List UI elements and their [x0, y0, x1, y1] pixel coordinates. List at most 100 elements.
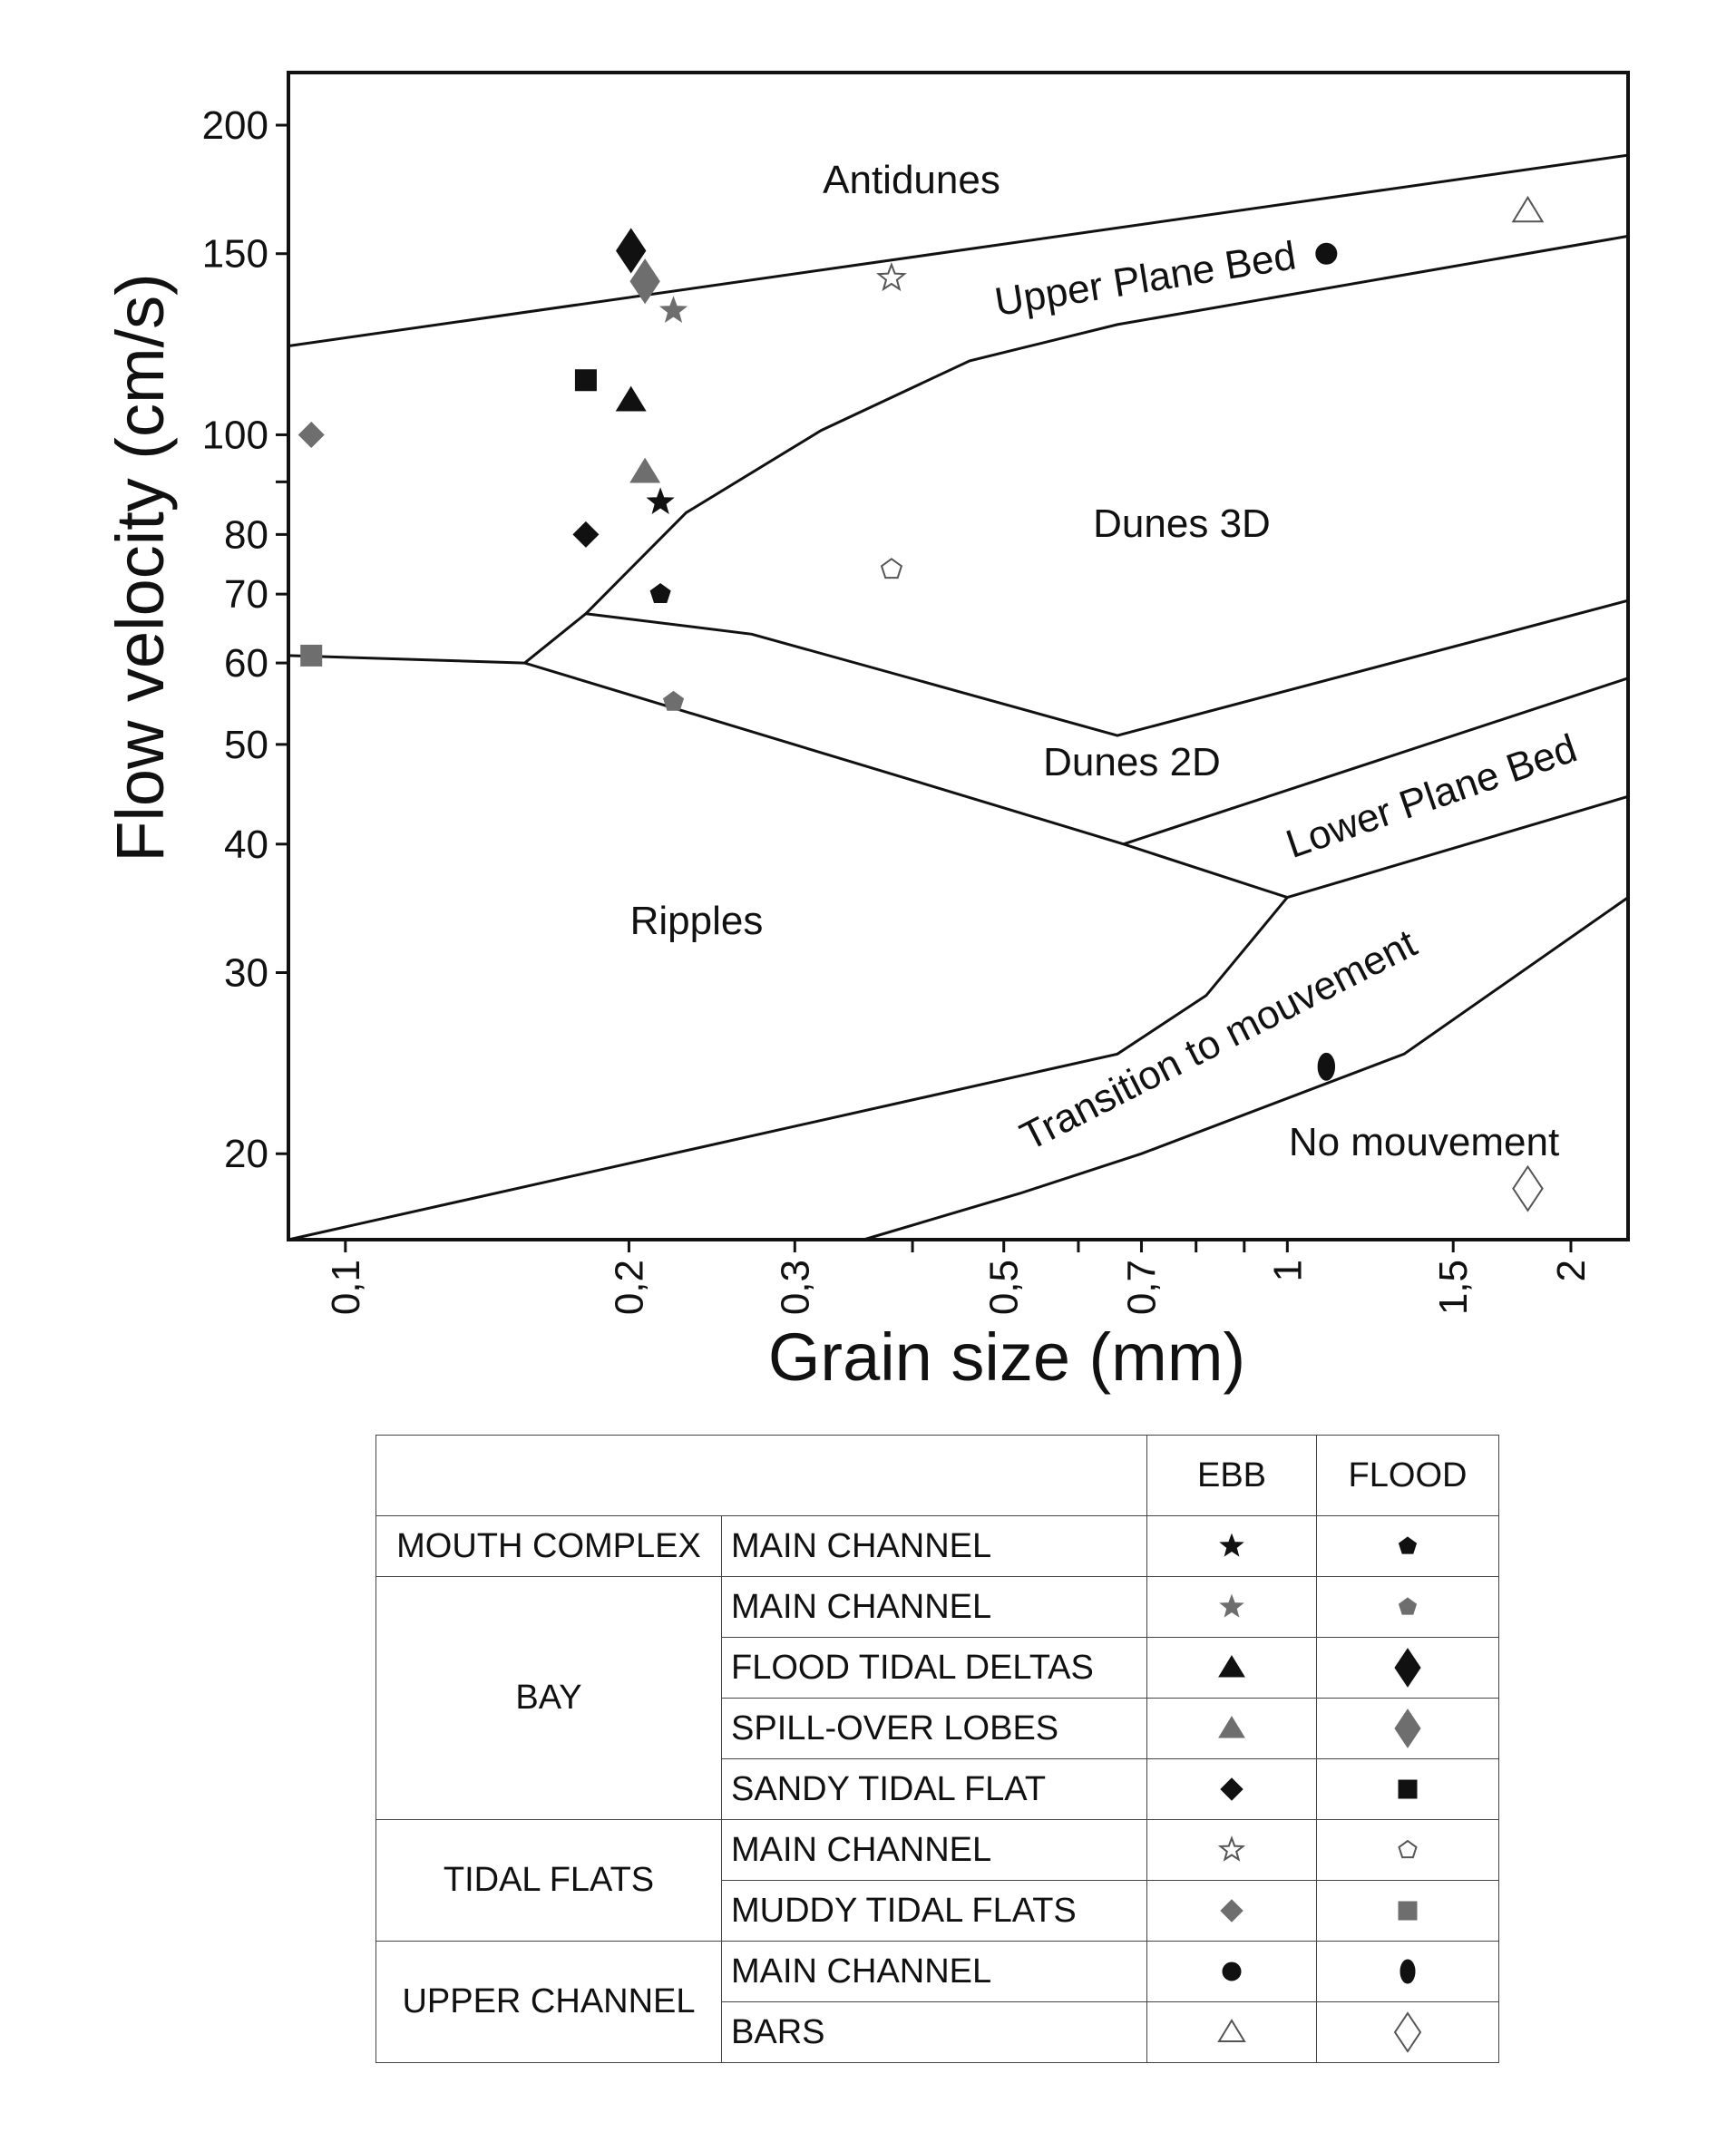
- data-point-square-marker: [574, 369, 597, 392]
- legend-pentagon-marker: [1398, 1597, 1418, 1615]
- legend-sub-label: SPILL-OVER LOBES: [721, 1698, 1147, 1759]
- x-tick-label: 1: [1265, 1260, 1310, 1281]
- x-tick-label: 0,3: [773, 1260, 817, 1315]
- legend-sub-label: SANDY TIDAL FLAT: [721, 1758, 1147, 1820]
- x-tick-label: 0,5: [982, 1260, 1027, 1315]
- y-tick-label: 50: [224, 723, 268, 767]
- legend-pentagon-marker: [1398, 1536, 1418, 1554]
- region-label-upper-plane-bed: Upper Plane Bed: [991, 233, 1299, 325]
- legend-symbol-svg: [1220, 1777, 1243, 1801]
- legend-diamond-big-marker: [1393, 2011, 1422, 2053]
- data-point-pentagon-marker: [649, 582, 671, 603]
- legend-row: MOUTH COMPLEX MAIN CHANNEL: [375, 1515, 1499, 1577]
- legend-symbol-svg: [1398, 1597, 1418, 1615]
- legend-env-bay: BAY: [375, 1576, 722, 1820]
- legend-flood-symbol: [1316, 1576, 1499, 1638]
- y-tick-label: 20: [224, 1132, 268, 1176]
- y-tick-label: 60: [224, 641, 268, 686]
- legend-ebb-symbol: [1146, 1515, 1317, 1577]
- legend-env-tidal-flats: TIDAL FLATS: [375, 1819, 722, 1942]
- y-tick-label: 100: [202, 413, 268, 457]
- legend-flood-symbol: [1316, 1880, 1499, 1942]
- y-tick-label: 40: [224, 823, 268, 867]
- data-point-star-marker: [658, 296, 688, 323]
- legend-ebb-symbol: [1146, 1637, 1317, 1699]
- legend-row: SPILL-OVER LOBES: [376, 1698, 1499, 1759]
- legend-symbol-svg: [1398, 1779, 1418, 1799]
- x-tick-label: 0,2: [607, 1260, 651, 1315]
- bedform-phase-diagram: Antidunes Upper Plane Bed Dunes 3D Dunes…: [102, 71, 1630, 1395]
- legend-row: TIDAL FLATS MAIN CHANNEL: [375, 1819, 1499, 1942]
- data-point-diamond-big-marker: [629, 258, 660, 305]
- legend-header-row: EBB FLOOD: [375, 1435, 1499, 1516]
- legend-sub-label: MAIN CHANNEL: [721, 1819, 1147, 1881]
- data-point-triangle-marker: [615, 385, 647, 412]
- legend-symbol-svg: [1219, 1533, 1244, 1557]
- legend-table: EBB FLOOD MOUTH COMPLEX MAIN CHANNEL BAY…: [375, 1435, 1499, 2063]
- boundary-dunes-3d-dunes-2d: [585, 599, 1629, 737]
- legend-row: SANDY TIDAL FLAT: [376, 1758, 1499, 1820]
- data-point-triangle-marker: [629, 457, 661, 483]
- legend-diamond-marker: [1220, 1777, 1243, 1801]
- legend-ebb-symbol: [1146, 1698, 1317, 1759]
- legend-ebb-symbol: [1146, 1941, 1317, 2002]
- legend-symbol-svg: [1398, 1536, 1418, 1554]
- boundary-dunes-2d-lower-plane-bed: [1123, 677, 1629, 846]
- legend-sub-label: MAIN CHANNEL: [721, 1515, 1147, 1577]
- data-point-star-marker: [875, 261, 907, 292]
- data-point-diamond-big-marker: [1512, 1164, 1544, 1212]
- legend-star-marker: [1219, 1533, 1244, 1557]
- legend-flood-symbol: [1316, 1819, 1499, 1881]
- x-axis-ticks: 0,1 0,2 0,3 0,5 0,7 1 1,5 2: [324, 1240, 1594, 1315]
- data-point-circle-marker: [1315, 242, 1338, 265]
- legend-symbol-svg: [1218, 1716, 1245, 1738]
- legend-symbol-svg: [1400, 1959, 1416, 1984]
- y-tick-label: 70: [224, 572, 268, 617]
- legend-row: MUDDY TIDAL FLATS: [376, 1880, 1499, 1942]
- plot-frame: [287, 71, 1630, 1241]
- boundary-transition-no-movement: [863, 896, 1629, 1241]
- x-tick-label: 0,1: [324, 1260, 368, 1315]
- legend-row: UPPER CHANNEL MAIN CHANNEL: [375, 1941, 1499, 2063]
- legend-ebb-symbol: [1146, 2001, 1317, 2063]
- x-tick-label: 2: [1549, 1260, 1594, 1281]
- boundary-lower-plane-bed-ripples: [1286, 794, 1629, 900]
- data-point-star-marker: [646, 487, 675, 514]
- x-tick-label: 1,5: [1431, 1260, 1476, 1315]
- y-axis-label: Flow velocity (cm/s): [102, 273, 178, 862]
- data-point-triangle-marker: [1511, 195, 1545, 223]
- data-point-diamond-marker: [572, 521, 600, 548]
- legend-star-marker: [1219, 1593, 1244, 1618]
- legend-flood-symbol: [1316, 1637, 1499, 1699]
- legend-circle-marker: [1222, 1962, 1242, 1981]
- phase-boundaries: [288, 153, 1629, 1241]
- legend-square-marker: [1398, 1779, 1418, 1799]
- data-point-diamond-big-marker: [615, 228, 647, 274]
- legend-sub-label: MUDDY TIDAL FLATS: [721, 1880, 1147, 1942]
- legend-ebb-symbol: [1146, 1819, 1317, 1881]
- data-point-square-marker: [300, 644, 323, 667]
- legend-square-marker: [1398, 1901, 1418, 1921]
- region-label-dunes-2d: Dunes 2D: [1043, 740, 1221, 784]
- data-point-pentagon-marker: [663, 690, 685, 711]
- legend-symbol-svg: [1217, 1835, 1246, 1862]
- legend-flood-symbol: [1316, 1515, 1499, 1577]
- legend-flood-symbol: [1316, 2001, 1499, 2063]
- legend-symbol-svg: [1218, 1655, 1245, 1678]
- legend-symbol-svg: [1398, 1901, 1418, 1921]
- region-label-ripples: Ripples: [630, 899, 764, 943]
- legend-diamond-big-marker: [1394, 1648, 1421, 1688]
- legend-env-upper-channel: UPPER CHANNEL: [375, 1941, 722, 2063]
- legend-flood-symbol: [1316, 1758, 1499, 1820]
- legend-symbol-svg: [1394, 1709, 1421, 1748]
- legend-header-ebb: EBB: [1146, 1435, 1317, 1516]
- legend-row: BAY MAIN CHANNEL: [375, 1576, 1499, 1820]
- region-labels: Antidunes Upper Plane Bed Dunes 3D Dunes…: [630, 158, 1583, 1164]
- region-label-antidunes: Antidunes: [823, 158, 1000, 202]
- data-point-pentagon-marker: [880, 558, 903, 579]
- legend-header-blank: [375, 1435, 1147, 1516]
- data-point-ellipse-marker: [1317, 1052, 1336, 1081]
- legend-ebb-symbol: [1146, 1758, 1317, 1820]
- legend-symbol-svg: [1219, 1593, 1244, 1618]
- legend-ebb-symbol: [1146, 1576, 1317, 1638]
